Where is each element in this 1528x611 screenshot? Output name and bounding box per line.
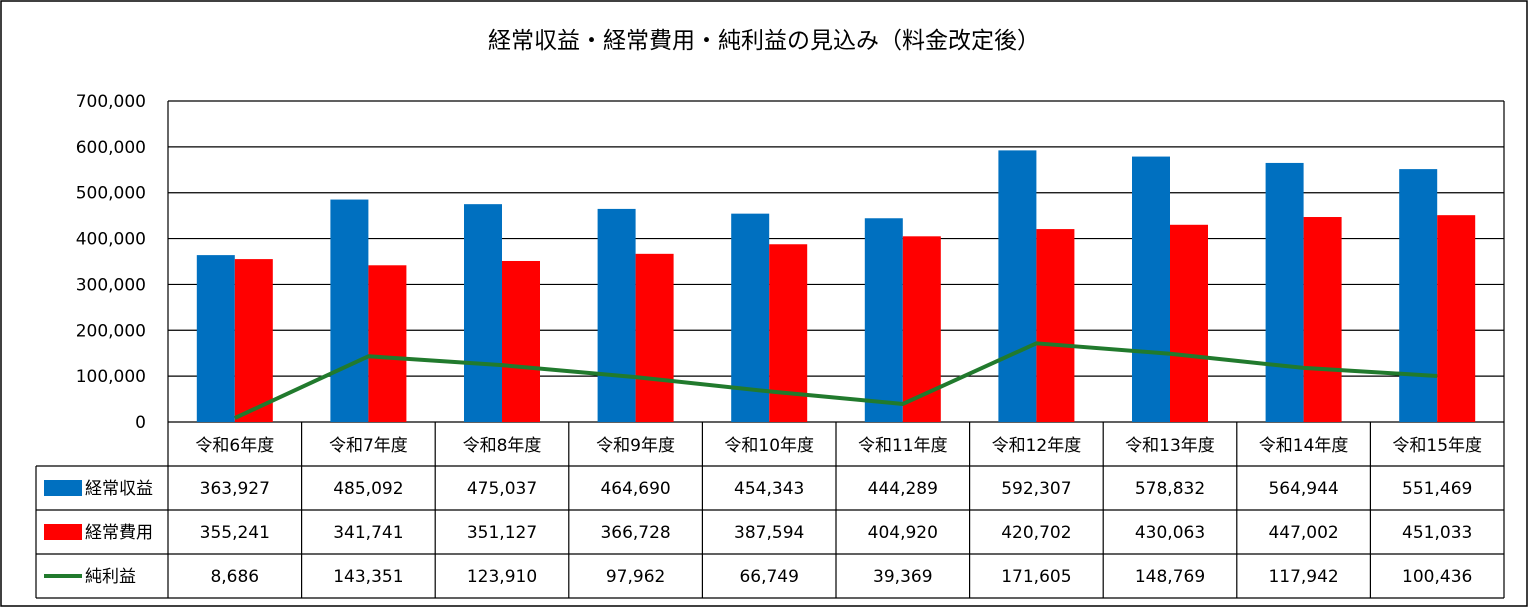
- data-value: 451,033: [1402, 523, 1472, 543]
- data-value: 363,927: [200, 479, 270, 499]
- y-tick-label: 0: [135, 413, 146, 433]
- bar: [1036, 229, 1074, 422]
- category-label: 令和11年度: [858, 436, 948, 456]
- data-value: 420,702: [1001, 523, 1071, 543]
- data-value: 475,037: [467, 479, 537, 499]
- data-value: 8,686: [210, 567, 259, 587]
- data-value: 355,241: [200, 523, 270, 543]
- y-tick-label: 100,000: [76, 367, 146, 387]
- data-value: 39,369: [873, 567, 932, 587]
- bar: [368, 265, 406, 422]
- data-value: 387,594: [734, 523, 804, 543]
- legend-label: 純利益: [85, 567, 136, 587]
- bar: [1399, 169, 1437, 422]
- data-value: 143,351: [333, 567, 403, 587]
- category-label: 令和10年度: [724, 436, 814, 456]
- category-label: 令和7年度: [329, 436, 408, 456]
- data-value: 148,769: [1135, 567, 1205, 587]
- bar: [1304, 217, 1342, 422]
- bar: [598, 209, 636, 422]
- legend-label: 経常費用: [85, 523, 153, 543]
- category-label: 令和12年度: [992, 436, 1082, 456]
- data-value: 564,944: [1268, 479, 1338, 499]
- category-label: 令和6年度: [195, 436, 274, 456]
- data-value: 66,749: [739, 567, 798, 587]
- category-label: 令和15年度: [1392, 436, 1482, 456]
- data-value: 171,605: [1001, 567, 1071, 587]
- chart-title: 経常収益・経常費用・純利益の見込み（料金改定後）: [488, 28, 1040, 54]
- y-tick-label: 700,000: [76, 92, 146, 112]
- data-value: 447,002: [1268, 523, 1338, 543]
- data-value: 341,741: [333, 523, 403, 543]
- category-label: 令和13年度: [1125, 436, 1215, 456]
- category-label: 令和8年度: [463, 436, 542, 456]
- bar: [998, 150, 1036, 422]
- data-value: 100,436: [1402, 567, 1472, 587]
- category-label: 令和14年度: [1259, 436, 1349, 456]
- data-value: 485,092: [333, 479, 403, 499]
- data-value: 578,832: [1135, 479, 1205, 499]
- data-value: 592,307: [1001, 479, 1071, 499]
- bar: [235, 259, 273, 422]
- legend-label: 経常収益: [85, 479, 153, 499]
- y-tick-label: 500,000: [76, 184, 146, 204]
- legend-key-経常費用: [44, 524, 82, 540]
- data-value: 351,127: [467, 523, 537, 543]
- category-label: 令和9年度: [596, 436, 675, 456]
- bar: [1170, 225, 1208, 422]
- bar: [502, 261, 540, 422]
- data-value: 551,469: [1402, 479, 1472, 499]
- y-tick-label: 600,000: [76, 138, 146, 158]
- data-value: 404,920: [868, 523, 938, 543]
- bar: [330, 200, 368, 422]
- bar: [865, 218, 903, 422]
- data-value: 444,289: [868, 479, 938, 499]
- bar: [636, 254, 674, 422]
- data-value: 464,690: [600, 479, 670, 499]
- bar: [1266, 163, 1304, 422]
- bar: [1132, 157, 1170, 422]
- data-value: 123,910: [467, 567, 537, 587]
- data-value: 117,942: [1268, 567, 1338, 587]
- y-tick-label: 400,000: [76, 230, 146, 250]
- data-value: 430,063: [1135, 523, 1205, 543]
- data-value: 366,728: [600, 523, 670, 543]
- bar: [1437, 215, 1475, 422]
- legend-key-経常収益: [44, 480, 82, 496]
- data-value: 97,962: [606, 567, 665, 587]
- y-tick-label: 300,000: [76, 275, 146, 295]
- data-table: 令和6年度 令和7年度 令和8年度 令和9年度 令和10年度 令和11年度 令和12年度 令和…: [36, 422, 1504, 598]
- bar: [197, 255, 235, 422]
- y-tick-label: 200,000: [76, 321, 146, 341]
- data-value: 454,343: [734, 479, 804, 499]
- bar: [464, 204, 502, 422]
